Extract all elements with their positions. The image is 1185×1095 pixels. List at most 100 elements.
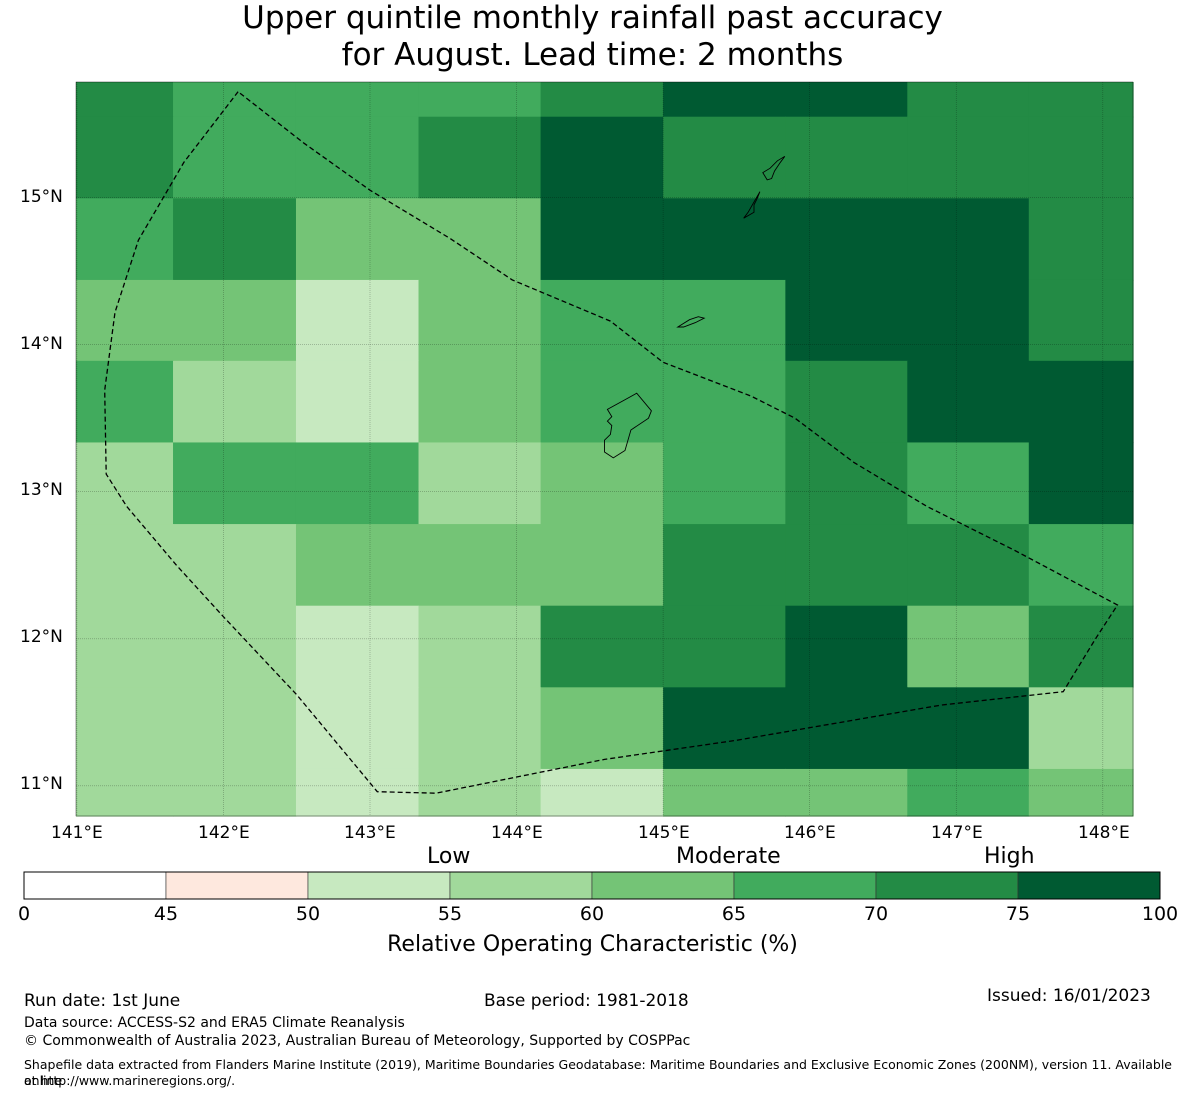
roc-cell [785,442,908,525]
roc-cell [785,116,908,199]
lon-label-142: 142°E [198,823,250,843]
roc-cell [540,687,664,770]
roc-cell [785,279,908,362]
roc-cell [1028,524,1134,607]
lat-label-15: 15°N [20,187,63,207]
roc-cell [295,116,420,199]
roc-cell [173,82,297,118]
roc-cell [785,198,908,281]
roc-cell [173,360,297,444]
roc-cell [76,360,174,444]
roc-cell [907,279,1030,362]
colorbar-segment [1017,871,1161,900]
roc-cell [1028,605,1134,688]
run-date: Run date: 1st June [24,991,181,1011]
data-source: Data source: ACCESS-S2 and ERA5 Climate … [24,1015,405,1031]
roc-cell [418,279,542,362]
roc-cell [540,279,664,362]
roc-cell [76,768,174,817]
roc-cell [907,116,1030,199]
map-frame [75,81,1134,817]
roc-cell [663,116,786,199]
lat-label-11: 11°N [20,774,63,794]
colorbar-segment [449,871,593,900]
roc-cell [663,82,786,118]
roc-cell [907,687,1030,770]
roc-cell [76,279,174,362]
colorbar-segment [875,871,1019,900]
roc-cell [76,116,174,199]
roc-cell [295,524,420,607]
roc-cell [1028,279,1134,362]
lon-label-147: 147°E [931,823,983,843]
roc-cell [785,82,908,118]
roc-cell [663,605,786,688]
roc-cell [418,82,542,118]
colorbar-tick: 65 [721,903,747,925]
roc-cell [295,605,420,688]
roc-cell [173,605,297,688]
lon-label-143: 143°E [344,823,396,843]
roc-cell [173,524,297,607]
roc-cell [907,82,1030,118]
roc-cell [76,524,174,607]
roc-cell [907,442,1030,525]
roc-cell [1028,768,1134,817]
roc-cell [907,768,1030,817]
roc-cell [663,442,786,525]
coastlines [604,156,786,459]
colorbar-tick: 0 [17,903,31,925]
colorbar-segment [591,871,735,900]
colorbar-outline [23,871,1161,900]
issued-date: Issued: 16/01/2023 [987,986,1151,1006]
roc-cell [907,198,1030,281]
colorbar-title: Relative Operating Characteristic (%) [387,932,798,957]
colorbar-segment [733,871,877,900]
roc-cell [418,605,542,688]
roc-cell [76,82,174,118]
roc-cell [295,82,420,118]
colorbar-tick: 55 [437,903,463,925]
roc-cell [663,524,786,607]
roc-cell [173,116,297,199]
roc-cell [418,198,542,281]
roc-cell [295,442,420,525]
lat-label-13: 13°N [20,480,63,500]
lon-label-148: 148°E [1078,823,1130,843]
roc-cell [663,687,786,770]
map-title-line2: for August. Lead time: 2 months [341,37,844,73]
lat-label-12: 12°N [20,627,63,647]
roc-cell [295,279,420,362]
map-title-line1: Upper quintile monthly rainfall past acc… [242,0,943,36]
roc-cell [173,279,297,362]
roc-cell [540,442,664,525]
shapefile-credit-line1: Shapefile data extracted from Flanders M… [24,1057,1172,1088]
colorbar-tick: 45 [153,903,179,925]
roc-cell [76,442,174,525]
colorbar-tick: 50 [295,903,321,925]
roc-cell [418,116,542,199]
roc-cell [1028,198,1134,281]
lat-label-14: 14°N [20,334,63,354]
roc-cell [907,360,1030,444]
roc-cell [907,524,1030,607]
roc-cell [1028,116,1134,199]
roc-cell [785,360,908,444]
roc-cell [173,687,297,770]
category-low: Low [427,844,471,869]
roc-cell [663,279,786,362]
roc-cell [76,605,174,688]
lon-label-141: 141°E [51,823,103,843]
roc-cell [173,198,297,281]
copyright: © Commonwealth of Australia 2023, Austra… [24,1033,691,1049]
roc-cell [1028,687,1134,770]
roc-cell [540,360,664,444]
roc-cell [540,198,664,281]
roc-cell [1028,442,1134,525]
roc-cell [540,524,664,607]
roc-cell [295,360,420,444]
colorbar-segment [307,871,451,900]
roc-cell [418,524,542,607]
colorbar [23,871,1161,900]
